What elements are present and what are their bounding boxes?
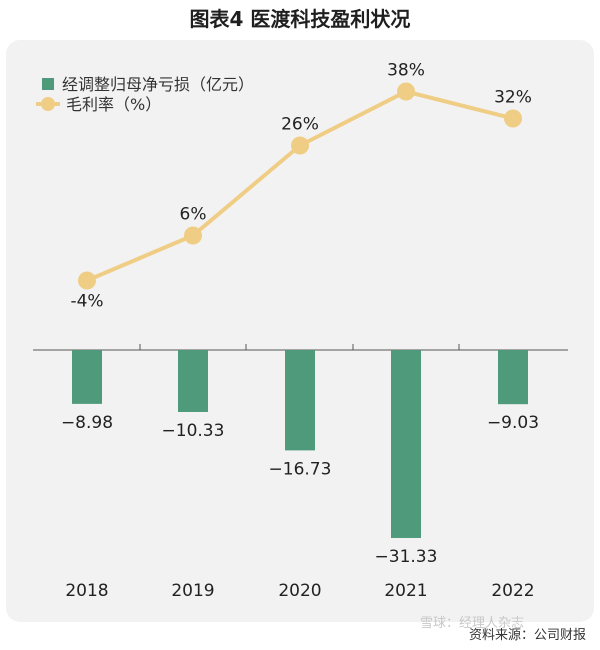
legend: 经调整归母净亏损（亿元） 毛利率（%）	[36, 75, 254, 114]
x-tick-label: 2022	[491, 581, 534, 601]
bar-value-label: −9.03	[487, 413, 539, 433]
x-axis-labels: 2018 2019 2020 2021 2022	[65, 581, 534, 601]
watermark: 雪球：经理人杂志	[420, 616, 525, 631]
bar-value-labels: −8.98 −10.33 −16.73 −31.33 −9.03	[61, 413, 539, 567]
line-point	[184, 226, 202, 245]
bar	[285, 350, 315, 451]
legend-line-marker	[41, 97, 55, 111]
legend-line-label: 毛利率（%）	[66, 95, 161, 114]
bar-value-label: −8.98	[61, 413, 113, 433]
x-tick-label: 2018	[65, 581, 108, 601]
bar-value-label: −16.73	[269, 459, 332, 479]
line-point	[397, 82, 415, 101]
line-value-label: 6%	[180, 205, 207, 225]
bar	[178, 350, 208, 412]
legend-bar-swatch	[42, 78, 54, 90]
line-value-label: 38%	[387, 61, 425, 81]
line-point	[504, 109, 522, 128]
chart-title: 图表4 医渡科技盈利状况	[189, 7, 411, 31]
line-value-label: -4%	[70, 292, 103, 312]
bar	[391, 350, 421, 538]
x-tick-label: 2020	[278, 581, 321, 601]
bar-value-label: −31.33	[375, 547, 438, 567]
line-value-labels: -4% 6% 26% 38% 32%	[70, 61, 531, 312]
line-point	[78, 271, 96, 290]
legend-bar-label: 经调整归母净亏损（亿元）	[62, 75, 254, 94]
bar	[72, 350, 102, 404]
source-note: 资料来源：公司财报	[468, 628, 586, 643]
line-point	[291, 136, 309, 155]
line-value-label: 32%	[494, 88, 532, 108]
x-tick-label: 2019	[171, 581, 214, 601]
line-value-label: 26%	[281, 115, 319, 135]
x-tick-label: 2021	[384, 581, 427, 601]
axis-ticks	[139, 344, 460, 350]
bar-series	[72, 350, 528, 538]
bar-value-label: −10.33	[162, 421, 225, 441]
bar	[498, 350, 528, 405]
line-markers	[78, 82, 522, 290]
